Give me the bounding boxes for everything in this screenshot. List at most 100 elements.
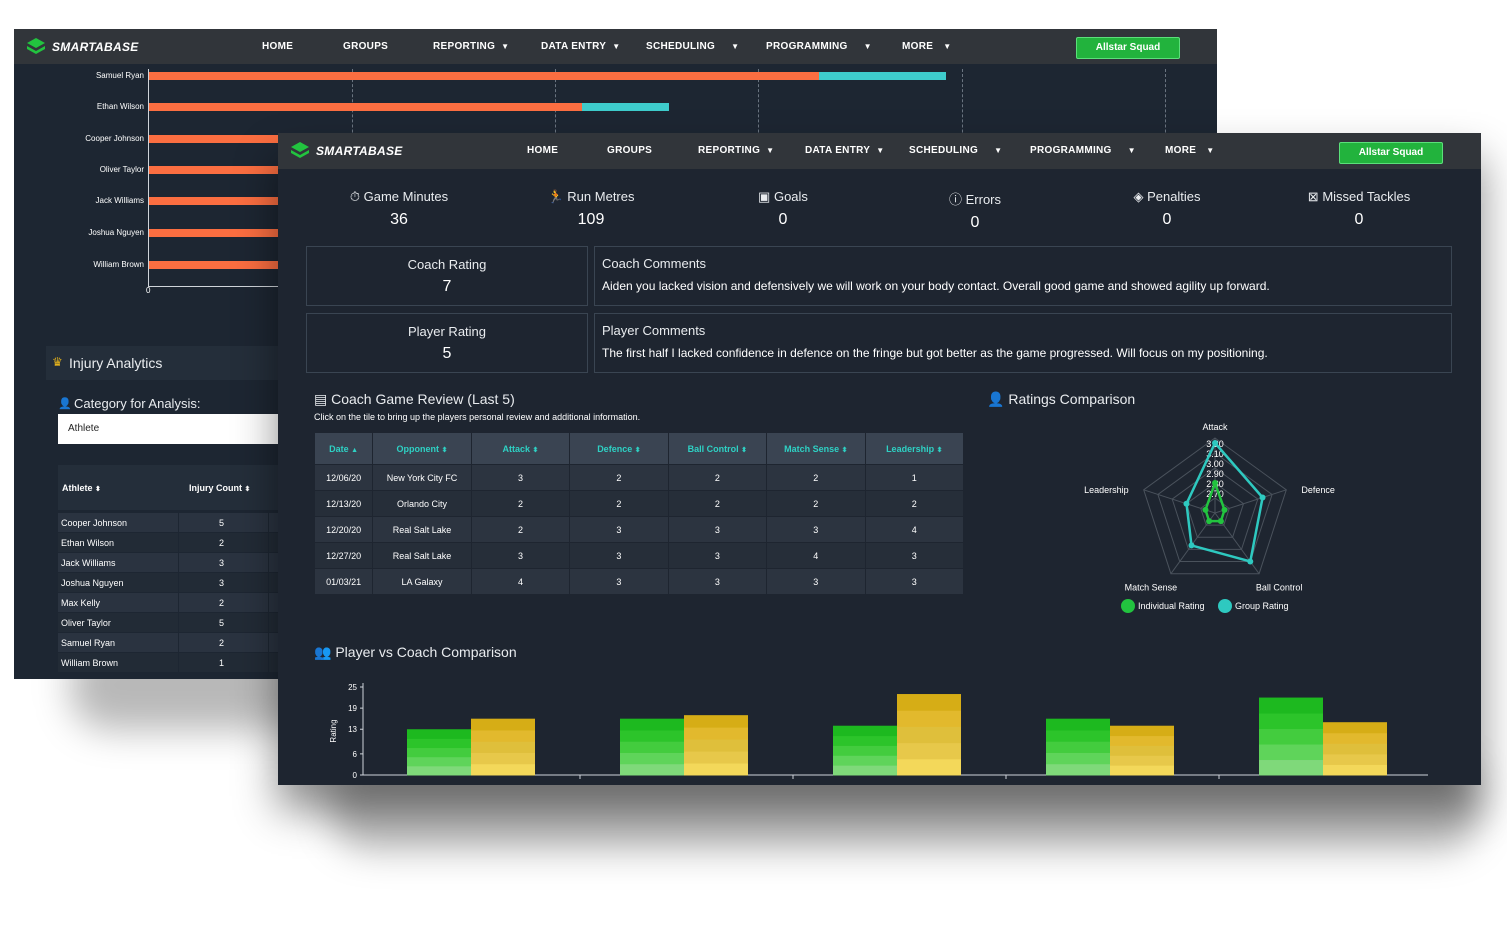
comparison-bar-segment[interactable] bbox=[1110, 735, 1174, 746]
comparison-bar-segment[interactable] bbox=[1046, 763, 1110, 776]
comparison-bar-segment[interactable] bbox=[620, 763, 684, 776]
table-row[interactable]: Max Kelly 2 bbox=[58, 593, 288, 613]
comparison-bar-segment[interactable] bbox=[1323, 753, 1387, 765]
comparison-bar-segment[interactable] bbox=[1110, 745, 1174, 756]
table-row[interactable]: Ethan Wilson 2 bbox=[58, 533, 288, 553]
nav-home[interactable]: HOME bbox=[527, 145, 559, 156]
radar-point[interactable] bbox=[1188, 542, 1195, 549]
athlete-column-header[interactable]: Athlete ⬍ bbox=[62, 483, 101, 493]
comparison-bar-segment[interactable] bbox=[620, 752, 684, 765]
comparison-bar-segment[interactable] bbox=[1323, 732, 1387, 744]
table-row[interactable]: Oliver Taylor 5 bbox=[58, 613, 288, 633]
comparison-bar-segment[interactable] bbox=[1046, 741, 1110, 753]
comparison-bar-segment[interactable] bbox=[620, 741, 684, 753]
nav-data-entry[interactable]: DATA ENTRY ▼ bbox=[805, 145, 884, 156]
nav-programming[interactable]: PROGRAMMING ▼ bbox=[766, 41, 872, 52]
comparison-bar-segment[interactable] bbox=[1259, 759, 1323, 776]
comparison-bar-segment[interactable] bbox=[1259, 728, 1323, 745]
comparison-bar-segment[interactable] bbox=[407, 738, 471, 749]
nav-scheduling[interactable]: SCHEDULING ▼ bbox=[909, 145, 1002, 156]
brand-logo[interactable]: SMARTABASE bbox=[26, 37, 139, 57]
table-row[interactable]: William Brown 1 bbox=[58, 653, 288, 673]
table-row[interactable]: 12/13/20 Orlando City 2 2 2 2 2 bbox=[313, 490, 965, 517]
comparison-bar-segment[interactable] bbox=[684, 751, 748, 764]
radar-point[interactable] bbox=[1206, 518, 1213, 525]
nav-data-entry[interactable]: DATA ENTRY ▼ bbox=[541, 41, 620, 52]
comparison-bar-segment[interactable] bbox=[897, 726, 961, 744]
radar-point[interactable] bbox=[1212, 480, 1218, 486]
table-row[interactable]: Cooper Johnson 5 bbox=[58, 513, 288, 533]
player-rating-tile[interactable]: Player Rating 5 bbox=[306, 313, 588, 373]
column-header-leadership[interactable]: Leadership ⬍ bbox=[864, 432, 965, 465]
comparison-bar-segment[interactable] bbox=[407, 729, 471, 739]
nav-groups[interactable]: GROUPS bbox=[343, 41, 389, 52]
table-row[interactable]: Jack Williams 3 bbox=[58, 553, 288, 573]
column-header-date[interactable]: Date ▲ bbox=[313, 432, 374, 465]
comparison-bar-segment[interactable] bbox=[471, 741, 535, 753]
nav-more[interactable]: MORE ▼ bbox=[1165, 145, 1214, 156]
comparison-bar-segment[interactable] bbox=[1323, 722, 1387, 734]
column-header-ball-control[interactable]: Ball Control ⬍ bbox=[667, 432, 768, 465]
column-header-opponent[interactable]: Opponent ⬍ bbox=[372, 432, 472, 465]
column-header-match-sense[interactable]: Match Sense ⬍ bbox=[766, 432, 866, 465]
coach-rating-tile[interactable]: Coach Rating 7 bbox=[306, 246, 588, 306]
nav-reporting[interactable]: REPORTING ▼ bbox=[433, 41, 509, 52]
radar-point[interactable] bbox=[1212, 440, 1218, 446]
nav-programming[interactable]: PROGRAMMING ▼ bbox=[1030, 145, 1136, 156]
table-row[interactable]: Samuel Ryan 2 bbox=[58, 633, 288, 653]
coach-comments-tile[interactable]: Coach Comments Aiden you lacked vision a… bbox=[594, 246, 1452, 306]
brand-logo[interactable]: SMARTABASE bbox=[290, 141, 403, 161]
radar-point[interactable] bbox=[1217, 518, 1224, 525]
radar-point[interactable] bbox=[1259, 494, 1266, 501]
comparison-bar-segment[interactable] bbox=[1046, 752, 1110, 765]
comparison-bar-segment[interactable] bbox=[897, 710, 961, 727]
comparison-bar-segment[interactable] bbox=[897, 742, 961, 760]
comparison-bar-segment[interactable] bbox=[684, 715, 748, 728]
squad-button[interactable]: Allstar Squad bbox=[1339, 142, 1443, 164]
legend-label[interactable]: Individual Rating bbox=[1138, 601, 1205, 611]
radar-point[interactable] bbox=[1202, 506, 1209, 513]
nav-reporting[interactable]: REPORTING ▼ bbox=[698, 145, 774, 156]
table-row[interactable]: 01/03/21 LA Galaxy 4 3 3 3 3 bbox=[313, 568, 965, 595]
column-header-attack[interactable]: Attack ⬍ bbox=[470, 432, 571, 465]
nav-scheduling[interactable]: SCHEDULING ▼ bbox=[646, 41, 739, 52]
nav-more[interactable]: MORE ▼ bbox=[902, 41, 951, 52]
radar-point[interactable] bbox=[1221, 506, 1228, 513]
comparison-bar-segment[interactable] bbox=[833, 725, 897, 737]
comparison-bar-segment[interactable] bbox=[1259, 744, 1323, 761]
nav-groups[interactable]: GROUPS bbox=[607, 145, 653, 156]
comparison-bar-segment[interactable] bbox=[833, 755, 897, 766]
comparison-bar-segment[interactable] bbox=[471, 752, 535, 765]
comparison-bar-segment[interactable] bbox=[407, 756, 471, 767]
table-row[interactable]: Joshua Nguyen 3 bbox=[58, 573, 288, 593]
comparison-bar-segment[interactable] bbox=[1110, 755, 1174, 766]
comparison-bar-segment[interactable] bbox=[471, 729, 535, 742]
squad-button[interactable]: Allstar Squad bbox=[1076, 37, 1180, 59]
comparison-bar-segment[interactable] bbox=[471, 718, 535, 731]
comparison-bar-segment[interactable] bbox=[471, 763, 535, 776]
legend-label[interactable]: Group Rating bbox=[1235, 601, 1289, 611]
legend-swatch[interactable] bbox=[1218, 599, 1232, 613]
legend-swatch[interactable] bbox=[1121, 599, 1135, 613]
injury-count-column-header[interactable]: Injury Count ⬍ bbox=[189, 483, 250, 493]
comparison-bar-segment[interactable] bbox=[833, 735, 897, 746]
nav-home[interactable]: HOME bbox=[262, 41, 294, 52]
comparison-bar-segment[interactable] bbox=[1110, 725, 1174, 737]
comparison-bar-segment[interactable] bbox=[833, 745, 897, 756]
player-comments-tile[interactable]: Player Comments The first half I lacked … bbox=[594, 313, 1452, 373]
comparison-bar-segment[interactable] bbox=[1323, 743, 1387, 755]
comparison-bar-segment[interactable] bbox=[407, 747, 471, 758]
radar-point[interactable] bbox=[1183, 500, 1190, 507]
comparison-bar-segment[interactable] bbox=[684, 739, 748, 752]
table-row[interactable]: 12/06/20 New York City FC 3 2 2 2 1 bbox=[313, 464, 965, 491]
radar-point[interactable] bbox=[1247, 558, 1254, 565]
category-select[interactable]: Athlete bbox=[58, 414, 288, 444]
comparison-bar-segment[interactable] bbox=[684, 763, 748, 776]
comparison-bar-segment[interactable] bbox=[833, 765, 897, 776]
comparison-bar-segment[interactable] bbox=[1323, 764, 1387, 776]
comparison-bar-segment[interactable] bbox=[1259, 697, 1323, 714]
comparison-bar-segment[interactable] bbox=[1046, 718, 1110, 731]
comparison-bar-segment[interactable] bbox=[897, 758, 961, 776]
comparison-bar-segment[interactable] bbox=[1110, 765, 1174, 776]
comparison-bar-segment[interactable] bbox=[620, 729, 684, 742]
